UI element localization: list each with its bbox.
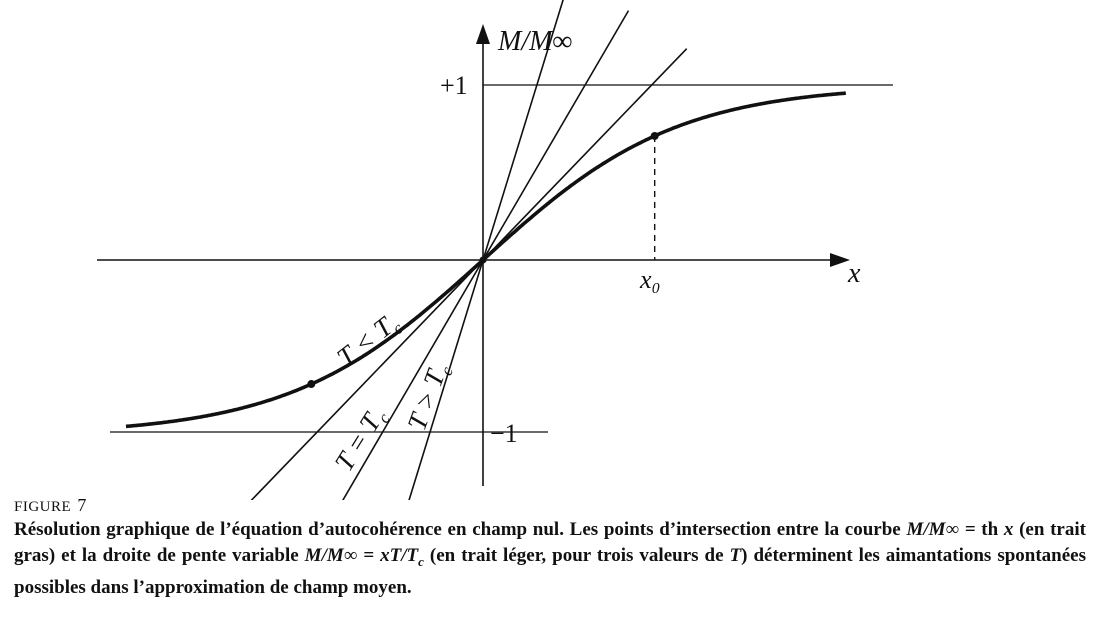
caption-x: x (1003, 519, 1014, 540)
figure-caption: Résolution graphique de l’équation d’aut… (14, 517, 1086, 601)
x-axis-arrow (830, 253, 850, 267)
plot-svg: M/M∞ x +1 −1 x₀ T < Tc T = Tc T > Tc (97, 0, 893, 500)
caption-formula-2: M/M∞ = xT/T (304, 545, 419, 566)
x-axis-label: x (847, 258, 861, 289)
caption-text-4: de (704, 545, 730, 566)
slope-line-1 (408, 0, 564, 500)
caption-text-5: ) déterminent les aimantations spontanée… (14, 545, 1087, 598)
label-t-greater-tc: T > Tc (401, 359, 457, 436)
x0-label: x₀ (639, 265, 661, 294)
figure-number: FIGURE 7 (14, 495, 87, 515)
figure: M/M∞ x +1 −1 x₀ T < Tc T = Tc T > Tc (97, 0, 893, 500)
label-t-equal-tc: T = Tc (329, 402, 395, 479)
caption-text-3: (en trait léger, pour trois valeurs (423, 545, 699, 566)
caption-th: th (975, 519, 1004, 540)
tick-minus-one: −1 (490, 419, 518, 448)
tanh-curve (125, 91, 846, 429)
origin-point (479, 256, 487, 264)
intersection-point-negative (307, 380, 316, 389)
caption-sub-c: c (418, 553, 424, 569)
caption-line-1: Résolution graphique de l’équation d’aut… (14, 519, 901, 540)
slope-lines (250, 0, 688, 500)
slope-line-2 (342, 10, 630, 500)
y-axis-arrow (476, 24, 490, 44)
caption-formula-1: M/M∞ = (906, 519, 976, 540)
caption-T: T (729, 545, 742, 566)
tick-plus-one: +1 (440, 71, 468, 100)
label-t-less-tc: T < Tc (331, 306, 407, 375)
y-axis-label: M/M∞ (497, 26, 572, 57)
caption-text-2: (en trait gras) et la droite de pente va… (14, 519, 1086, 566)
slope-line-3 (250, 48, 688, 500)
